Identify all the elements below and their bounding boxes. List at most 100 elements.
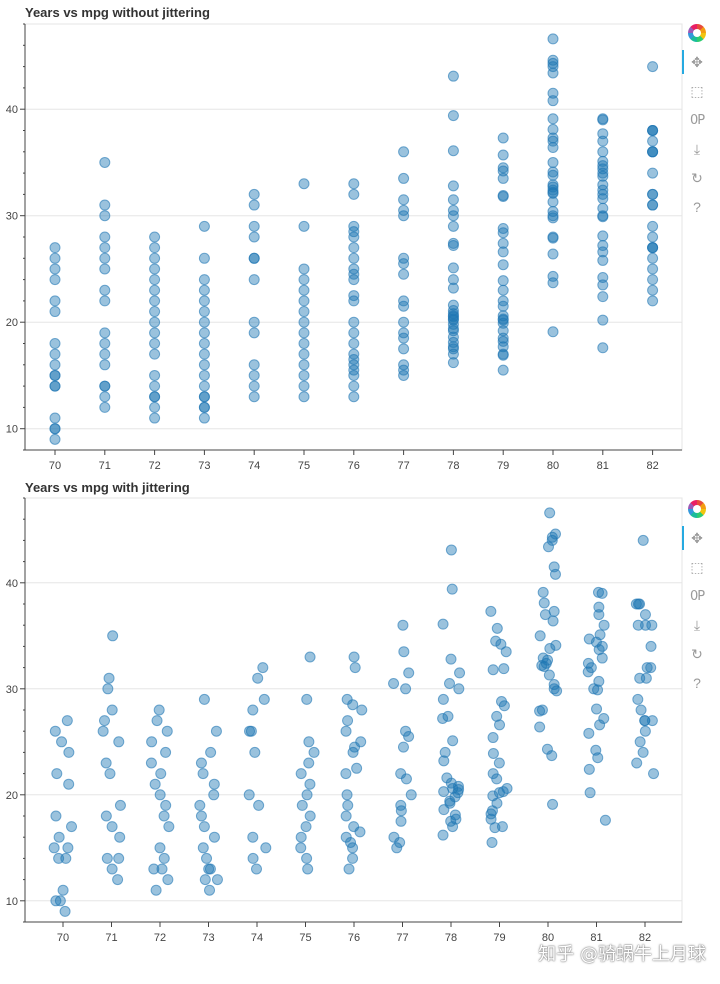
data-point[interactable] xyxy=(343,863,355,875)
data-point[interactable] xyxy=(497,162,509,174)
data-point[interactable] xyxy=(301,852,313,864)
data-point[interactable] xyxy=(260,842,272,854)
data-point[interactable] xyxy=(211,874,223,886)
data-point[interactable] xyxy=(154,789,166,801)
data-point[interactable] xyxy=(398,172,410,184)
data-point[interactable] xyxy=(546,534,558,546)
data-point[interactable] xyxy=(113,736,125,748)
data-point[interactable] xyxy=(298,359,310,371)
data-point[interactable] xyxy=(647,220,659,232)
data-point[interactable] xyxy=(487,664,499,676)
data-point[interactable] xyxy=(497,275,509,287)
data-point[interactable] xyxy=(160,746,172,758)
data-point[interactable] xyxy=(497,284,509,296)
data-point[interactable] xyxy=(551,685,563,697)
data-point[interactable] xyxy=(49,306,61,318)
data-point[interactable] xyxy=(497,310,509,322)
data-point[interactable] xyxy=(550,639,562,651)
data-point[interactable] xyxy=(149,380,161,392)
data-point[interactable] xyxy=(497,300,509,312)
data-point[interactable] xyxy=(63,778,75,790)
data-point[interactable] xyxy=(348,274,360,286)
data-point[interactable] xyxy=(298,306,310,318)
bokeh-logo-icon[interactable] xyxy=(684,496,710,522)
data-point[interactable] xyxy=(50,810,62,822)
data-point[interactable] xyxy=(62,842,74,854)
data-point[interactable] xyxy=(597,342,609,354)
data-point[interactable] xyxy=(198,274,210,286)
data-point[interactable] xyxy=(597,170,609,182)
data-point[interactable] xyxy=(584,787,596,799)
data-point[interactable] xyxy=(162,874,174,886)
data-point[interactable] xyxy=(247,852,259,864)
data-point[interactable] xyxy=(439,746,451,758)
data-point[interactable] xyxy=(445,544,457,556)
data-point[interactable] xyxy=(49,380,61,392)
data-point[interactable] xyxy=(303,757,315,769)
data-point[interactable] xyxy=(647,167,659,179)
data-point[interactable] xyxy=(497,191,509,203)
data-point[interactable] xyxy=(596,587,608,599)
data-point[interactable] xyxy=(497,149,509,161)
data-point[interactable] xyxy=(398,194,410,206)
data-point[interactable] xyxy=(99,231,111,243)
data-point[interactable] xyxy=(304,651,316,663)
data-point[interactable] xyxy=(491,773,503,785)
data-point[interactable] xyxy=(308,746,320,758)
data-point[interactable] xyxy=(348,651,360,663)
data-point[interactable] xyxy=(49,433,61,445)
data-point[interactable] xyxy=(150,884,162,896)
data-point[interactable] xyxy=(99,348,111,360)
data-point[interactable] xyxy=(598,712,610,724)
data-point[interactable] xyxy=(149,327,161,339)
data-point[interactable] xyxy=(155,768,167,780)
data-point[interactable] xyxy=(438,786,450,798)
data-point[interactable] xyxy=(145,757,157,769)
data-point[interactable] xyxy=(298,178,310,190)
data-point[interactable] xyxy=(398,210,410,222)
data-point[interactable] xyxy=(63,746,75,758)
data-point[interactable] xyxy=(634,736,646,748)
data-point[interactable] xyxy=(149,778,161,790)
data-point[interactable] xyxy=(497,165,509,177)
data-point[interactable] xyxy=(447,735,459,747)
data-point[interactable] xyxy=(395,815,407,827)
data-point[interactable] xyxy=(99,359,111,371)
data-point[interactable] xyxy=(447,220,459,232)
data-point[interactable] xyxy=(645,662,657,674)
data-point[interactable] xyxy=(500,646,512,658)
data-point[interactable] xyxy=(57,884,69,896)
data-point[interactable] xyxy=(639,725,651,737)
data-point[interactable] xyxy=(56,736,68,748)
wheel-zoom-icon[interactable]: 0P xyxy=(689,588,705,604)
data-point[interactable] xyxy=(497,227,509,239)
data-point[interactable] xyxy=(394,837,406,848)
wheel-zoom-icon[interactable]: 0P xyxy=(689,112,705,128)
data-point[interactable] xyxy=(597,146,609,158)
data-point[interactable] xyxy=(398,332,410,344)
data-point[interactable] xyxy=(113,852,125,864)
data-point[interactable] xyxy=(547,196,559,208)
data-point[interactable] xyxy=(198,359,210,371)
data-point[interactable] xyxy=(447,194,459,206)
data-point[interactable] xyxy=(198,338,210,349)
data-point[interactable] xyxy=(583,727,595,739)
data-point[interactable] xyxy=(153,704,165,716)
data-point[interactable] xyxy=(547,232,559,244)
data-point[interactable] xyxy=(547,113,559,125)
data-point[interactable] xyxy=(632,619,644,631)
data-point[interactable] xyxy=(198,295,210,307)
data-point[interactable] xyxy=(248,231,260,243)
data-point[interactable] xyxy=(647,125,659,136)
data-point[interactable] xyxy=(647,231,659,243)
data-point[interactable] xyxy=(248,327,260,339)
data-point[interactable] xyxy=(597,211,609,223)
data-point[interactable] xyxy=(597,254,609,266)
data-point[interactable] xyxy=(596,640,608,652)
data-point[interactable] xyxy=(304,810,316,822)
data-point[interactable] xyxy=(598,619,610,631)
data-point[interactable] xyxy=(298,316,310,328)
data-point[interactable] xyxy=(634,672,646,684)
data-point[interactable] xyxy=(149,401,161,413)
data-point[interactable] xyxy=(599,814,611,826)
